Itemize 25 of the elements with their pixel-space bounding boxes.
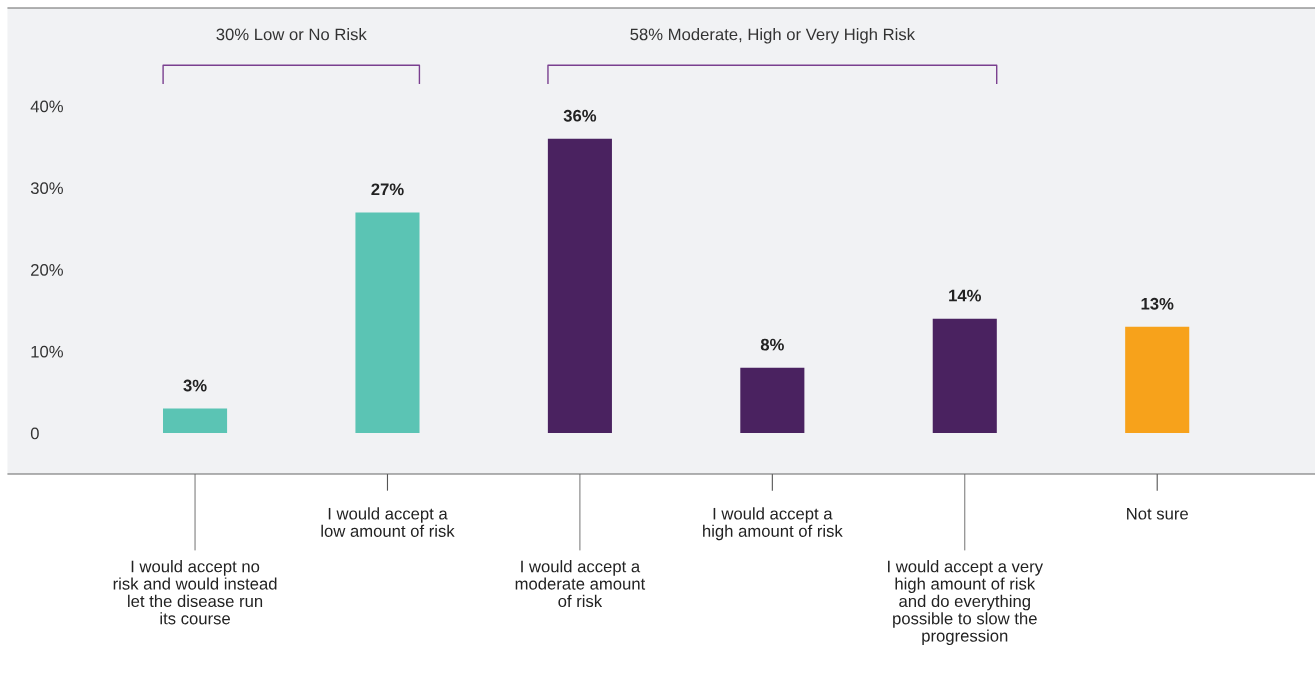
data-label: 36% bbox=[563, 109, 597, 122]
annotation: 30% Low or No Risk bbox=[216, 28, 367, 41]
data-label: 14% bbox=[949, 289, 982, 302]
x-tick-label: I would accept no risk and would instead let the disease run its course bbox=[113, 560, 277, 625]
bar bbox=[740, 367, 805, 434]
x-tick-label: Not sure bbox=[1127, 507, 1188, 520]
data-label: 3% bbox=[183, 379, 207, 392]
bar bbox=[1125, 326, 1190, 434]
data-label: 13% bbox=[1141, 297, 1174, 310]
x-tick-label: I would accept a moderate amount of risk bbox=[515, 560, 646, 608]
y-tick-label: 10% bbox=[31, 345, 63, 358]
bar bbox=[163, 408, 228, 434]
data-label: 8% bbox=[760, 338, 784, 351]
bar bbox=[355, 212, 420, 434]
x-tick-label: I would accept a very high amount of risk and do everything possible to slow the progression bbox=[888, 560, 1044, 646]
y-tick-label: 30% bbox=[30, 182, 63, 195]
y-tick-label: 0 bbox=[30, 427, 39, 440]
y-tick-label: 40% bbox=[30, 100, 63, 113]
x-tick-label: I would accept a low amount of risk bbox=[321, 507, 455, 537]
bar bbox=[547, 138, 612, 434]
x-tick-label: I would accept a high amount of risk bbox=[703, 507, 843, 541]
data-label: 27% bbox=[371, 183, 404, 196]
bar bbox=[932, 318, 997, 434]
annotation: 58% Moderate, High or Very High Risk bbox=[630, 28, 916, 44]
y-tick-label: 20% bbox=[31, 264, 63, 276]
